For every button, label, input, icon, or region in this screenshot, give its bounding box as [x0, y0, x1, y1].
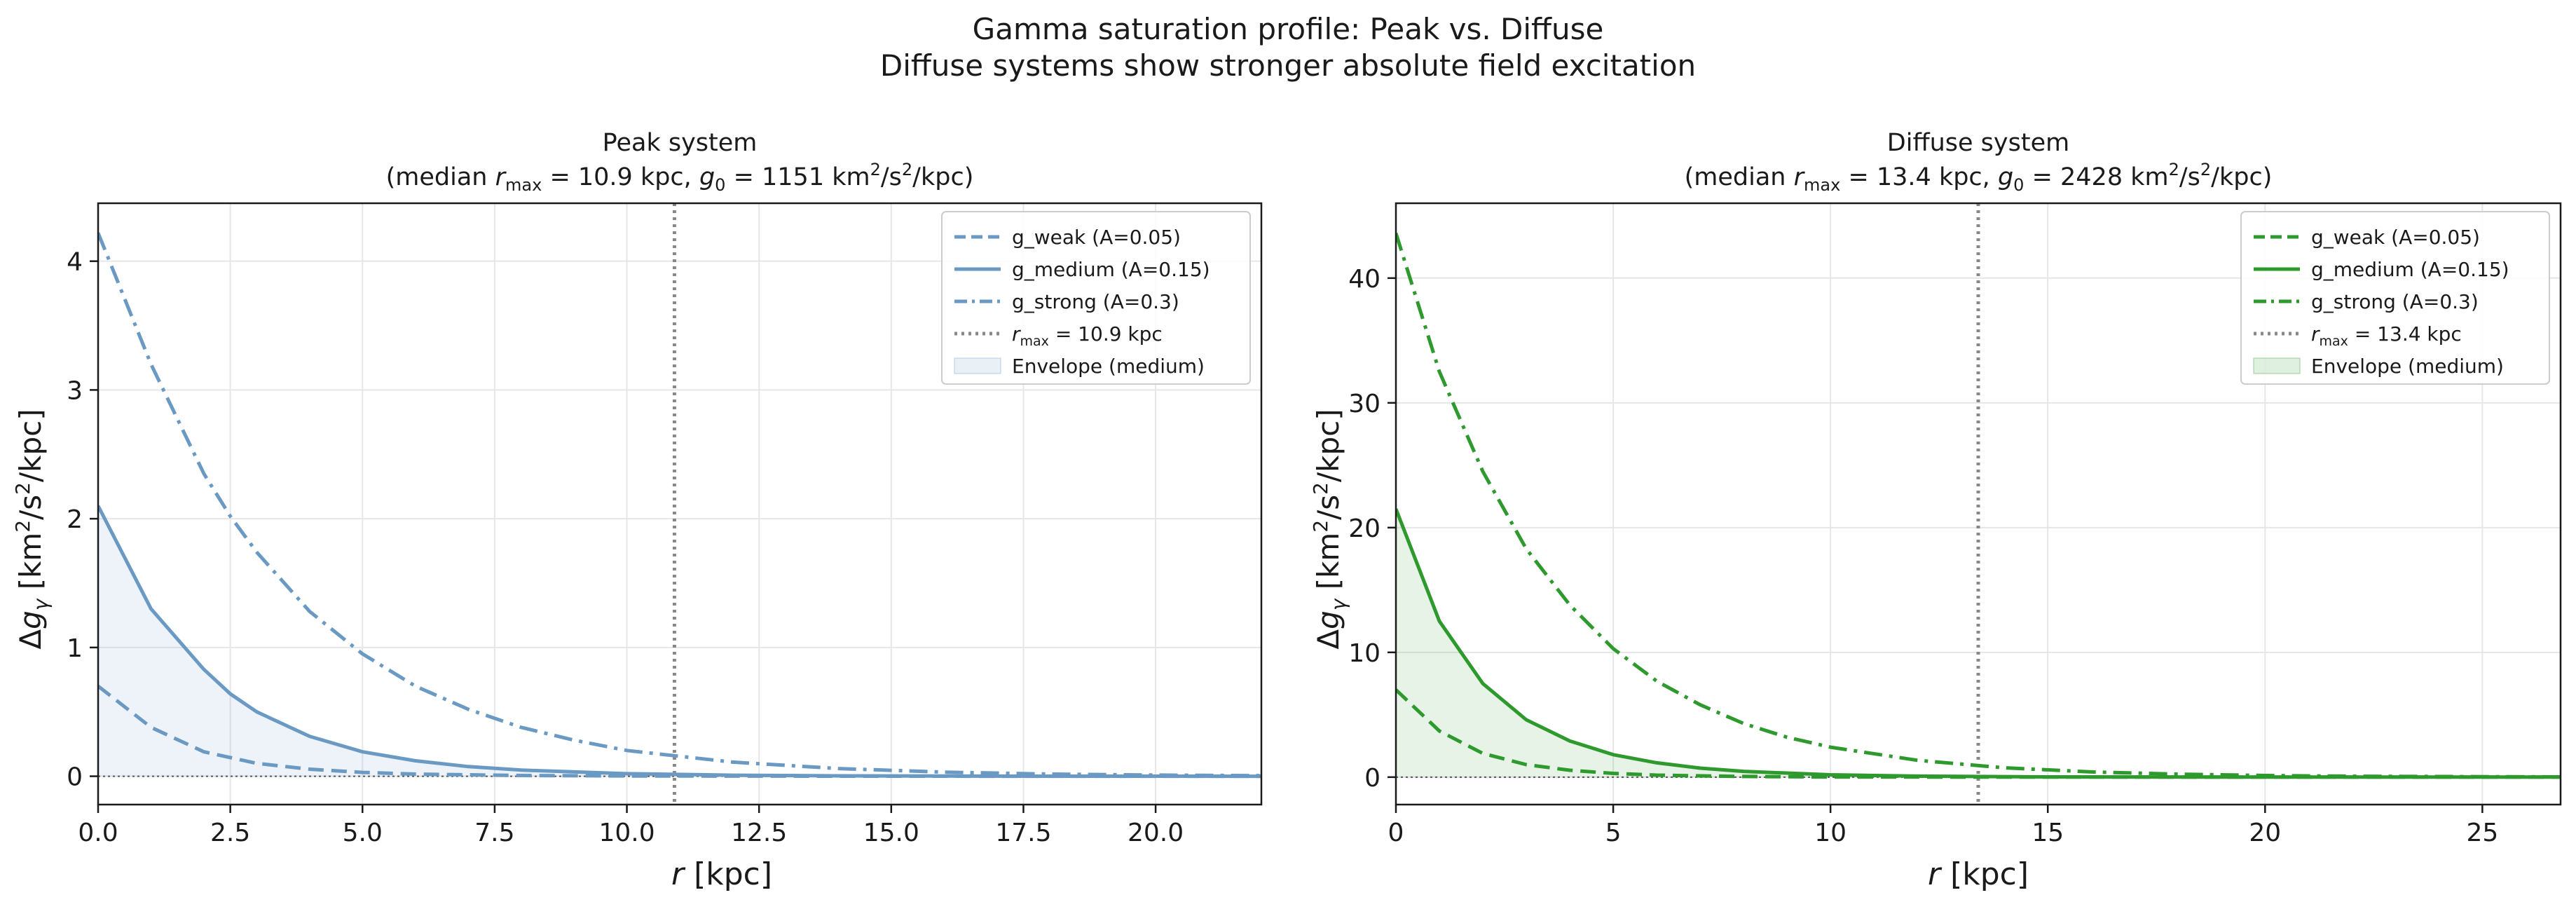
diffuse-envelope-medium [1396, 509, 2561, 777]
peak-y-tick-label: 2 [67, 505, 83, 534]
peak-x-axis-label: r [kpc] [671, 856, 772, 892]
peak-x-tick-label: 2.5 [210, 819, 250, 847]
diffuse-legend-label-envelope: Envelope (medium) [2311, 355, 2504, 378]
diffuse-legend-label-strong: g_strong (A=0.3) [2311, 290, 2479, 313]
diffuse-legend-label-rmax: rmax = 13.4 kpc [2311, 322, 2462, 349]
diffuse-x-tick-label: 20 [2249, 819, 2281, 847]
diffuse-x-tick-label: 15 [2032, 819, 2064, 847]
diffuse-y-tick-label: 0 [1364, 764, 1381, 793]
peak-x-tick-label: 20.0 [1128, 819, 1184, 847]
peak-x-tick-label: 17.5 [995, 819, 1051, 847]
diffuse-x-tick-label: 10 [1814, 819, 1847, 847]
peak-system-panel: Peak system (median rmax = 10.9 kpc, g0 … [11, 129, 1263, 892]
peak-series-medium-line [98, 505, 1261, 779]
peak-y-tick-label: 4 [67, 248, 83, 277]
diffuse-series-weak-line [1396, 688, 2561, 779]
diffuse-x-axis-label: r [kpc] [1928, 856, 2029, 892]
peak-axes-frame [97, 202, 1263, 806]
peak-x-tick-label: 0.0 [78, 819, 118, 847]
diffuse-panel-title-line2: (median rmax = 13.4 kpc, g0 = 2428 km2/s… [1685, 160, 2273, 195]
diffuse-plot-area [1396, 203, 2561, 805]
peak-series-strong-line [98, 232, 1261, 778]
peak-legend-label-rmax: rmax = 10.9 kpc [1012, 322, 1163, 349]
peak-legend-label-medium: g_medium (A=0.15) [1012, 258, 1210, 281]
peak-legend-box [941, 211, 1251, 385]
peak-legend: g_weak (A=0.05) g_medium (A=0.15) g_strong… [941, 211, 1251, 385]
diffuse-panel-title-line1: Diffuse system [1887, 129, 2069, 157]
peak-y-tick-label: 3 [67, 376, 83, 405]
diffuse-y-tick-label: 10 [1348, 639, 1381, 668]
peak-y-tick-label: 1 [67, 634, 83, 663]
peak-y-tick-label: 0 [67, 763, 83, 792]
diffuse-x-tick-label: 25 [2466, 819, 2498, 847]
peak-x-tick-label: 12.5 [731, 819, 787, 847]
peak-legend-label-envelope: Envelope (medium) [1012, 355, 1205, 378]
peak-envelope-medium [98, 505, 1261, 777]
peak-legend-handle-envelope [954, 357, 1001, 374]
diffuse-system-panel: Diffuse system (median rmax = 13.4 kpc, … [1309, 129, 2562, 892]
peak-legend-label-weak: g_weak (A=0.05) [1012, 226, 1181, 249]
peak-panel-title-line1: Peak system [603, 129, 758, 157]
peak-y-axis-label: Δgγ [km2/s2/kpc] [11, 409, 53, 649]
diffuse-legend-box [2240, 211, 2550, 385]
peak-legend-label-strong: g_strong (A=0.3) [1012, 290, 1179, 313]
diffuse-legend-label-medium: g_medium (A=0.15) [2311, 258, 2509, 281]
peak-x-tick-label: 10.0 [598, 819, 655, 847]
diffuse-x-tick-label: 5 [1605, 819, 1622, 847]
diffuse-y-tick-label: 30 [1348, 390, 1381, 418]
diffuse-y-axis-label: Δgγ [km2/s2/kpc] [1309, 409, 1350, 649]
diffuse-legend: g_weak (A=0.05) g_medium (A=0.15) g_strong… [2240, 211, 2550, 385]
diffuse-legend-label-weak: g_weak (A=0.05) [2311, 226, 2480, 249]
diffuse-y-tick-label: 20 [1348, 514, 1381, 543]
diffuse-x-tick-label: 0 [1388, 819, 1404, 847]
diffuse-y-tick-label: 40 [1348, 265, 1381, 294]
peak-panel-title-line2: (median rmax = 10.9 kpc, g0 = 1151 km2/s… [386, 160, 974, 195]
figure-title-line2: Diffuse systems show stronger absolute f… [880, 48, 1696, 83]
diffuse-series-medium-line [1396, 508, 2561, 779]
diffuse-axes-frame [1395, 202, 2562, 806]
peak-x-tick-label: 15.0 [863, 819, 919, 847]
peak-x-tick-label: 5.0 [343, 819, 383, 847]
diffuse-legend-handle-envelope [2253, 357, 2301, 374]
figure-title-line1: Gamma saturation profile: Peak vs. Diffu… [973, 12, 1604, 46]
peak-plot-area [98, 203, 1261, 805]
peak-x-tick-label: 7.5 [474, 819, 514, 847]
diffuse-series-strong-line [1396, 232, 2561, 779]
